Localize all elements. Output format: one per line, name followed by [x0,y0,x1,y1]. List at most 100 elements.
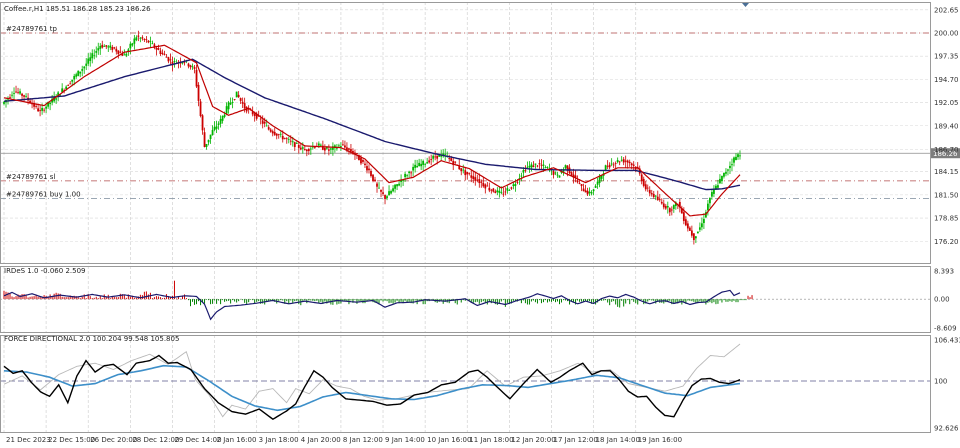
time-tick-label: 2 Jan 16:00 [217,436,257,444]
candle-body [646,187,649,189]
irdes-panel-frame [0,266,931,333]
candle-body [340,146,342,147]
candle-body [496,190,499,193]
candle-body [538,163,541,165]
candle-body [121,53,124,56]
candle-body [61,88,64,93]
candle-body [454,161,457,163]
candle-body [207,139,210,143]
candle-body [648,189,651,194]
force-axis: 106.433 100 92.626 [934,337,960,433]
candle-body [159,50,162,55]
candle-body [350,149,352,152]
candle-body [17,91,19,93]
time-tick-label: 4 Jan 20:00 [301,436,341,444]
candle-body [739,155,741,157]
candle-body [99,45,102,49]
candle-body [95,51,98,53]
candle-body [426,162,429,164]
candle-body [265,125,268,127]
candle-body [614,163,617,164]
candle-body [688,227,691,231]
candle-body [462,169,465,171]
candle-body [117,50,120,55]
candle-body [640,174,643,182]
candles [3,30,741,245]
force-black-line [3,354,741,421]
candle-body [205,143,208,147]
candle-body [484,184,487,189]
candle-body [141,37,144,39]
current-price-label: 186.26 [933,150,958,158]
price-tick-label: 184.15 [934,168,959,176]
candle-body [652,193,655,197]
candle-body [165,56,168,58]
candle-body [153,44,156,48]
candle-body [69,83,72,85]
candle-body [540,164,543,166]
price-axis: 202.65 200.00 197.35 194.70 192.05 189.40 186.… [934,6,959,245]
candle-body [151,43,154,45]
force-directional-panel[interactable] [0,343,930,421]
candle-body [721,175,723,182]
candle-body [668,208,671,213]
candle-body [717,185,719,188]
candle-body [578,183,581,184]
candle-body [430,159,433,160]
candle-body [686,223,689,229]
candle-body [187,63,190,67]
candle-body [566,165,569,171]
candle-body [682,212,685,221]
candle-body [131,43,134,46]
candle-body [167,57,170,62]
candle-body [149,41,152,43]
candle-body [624,160,627,162]
irdes-indicator-panel[interactable] [0,280,930,321]
price-panel[interactable]: #24789761 tp #24789761 sl #24789761 buy 1.… [0,25,960,245]
candle-body [598,176,601,183]
candle-body [418,162,421,167]
candle-body [368,168,370,171]
candle-body [338,145,340,147]
candle-body [378,187,380,189]
candle-body [145,39,148,41]
time-tick-label: 21 Dec 2023 [6,436,51,444]
candle-body [155,47,158,50]
candle-body [370,170,372,177]
candle-body [711,192,713,197]
candle-body [570,172,573,176]
candle-body [414,164,417,168]
price-tick-label: 197.35 [934,53,959,61]
candle-body [75,74,78,77]
candle-body [135,37,138,41]
time-tick-label: 19 Jan 16:00 [638,436,682,444]
candle-body [478,179,481,184]
candle-body [223,114,226,117]
candle-body [680,208,683,214]
candle-body [15,91,17,93]
irdes-header-label: IRDeS 1.0 -0.060 2.509 [4,267,85,275]
candle-body [536,165,539,167]
candle-body [394,184,396,189]
fast-moving-average-line [3,44,741,217]
candle-body [670,209,673,211]
candle-body [486,185,489,187]
candle-body [358,155,360,161]
candle-body [502,193,505,195]
force-tick-label: 100 [934,378,947,386]
candle-body [259,118,262,120]
candle-body [283,137,286,139]
candle-body [719,178,721,184]
candle-body [608,164,611,168]
scroll-shift-marker-icon[interactable] [742,3,749,7]
candle-body [532,165,535,168]
candle-body [71,79,74,82]
candle-body [139,37,142,39]
candle-body [654,195,657,197]
candle-body [660,201,663,204]
candle-body [91,53,94,59]
panel-frames [0,2,931,433]
candle-body [123,54,126,56]
candle-body [514,184,517,187]
